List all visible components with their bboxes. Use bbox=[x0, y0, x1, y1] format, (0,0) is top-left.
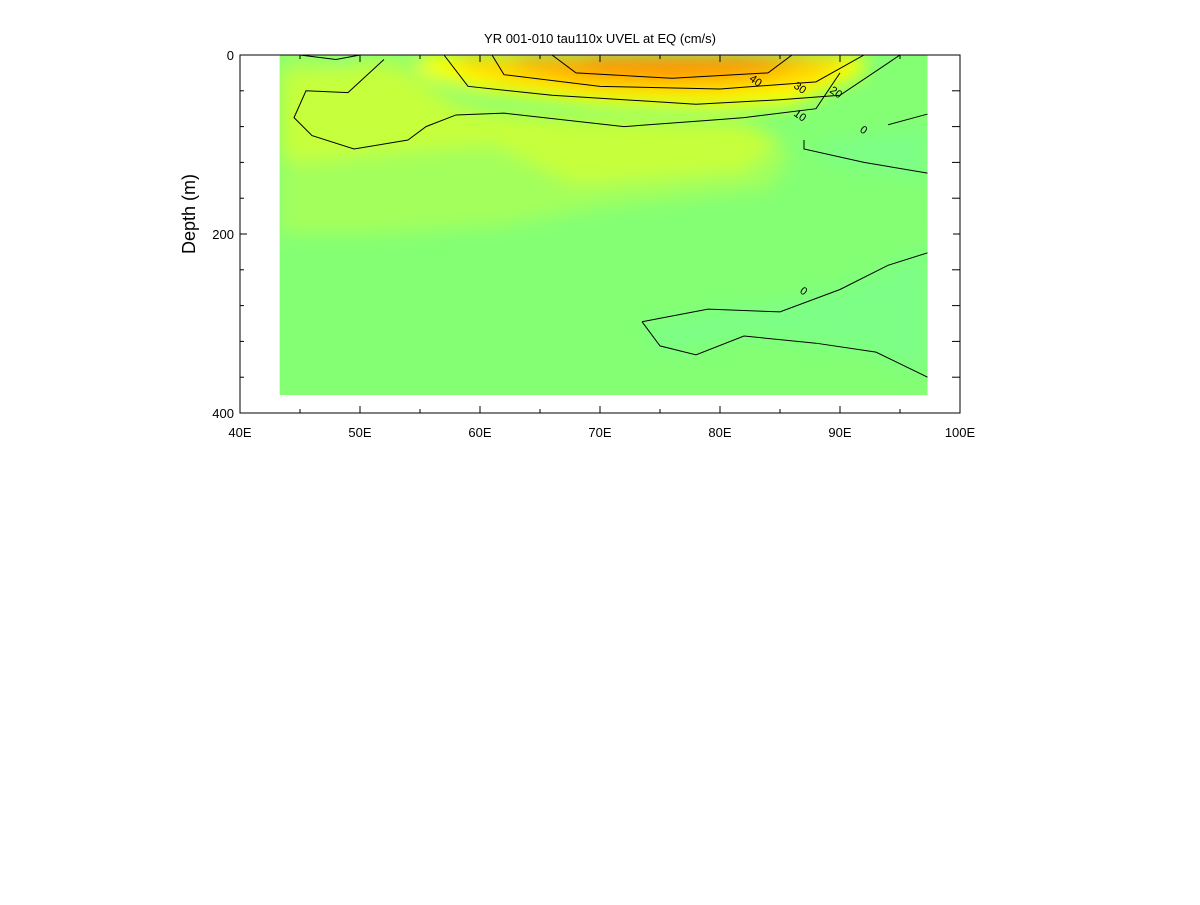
y-tick-label: 0 bbox=[227, 48, 234, 63]
filled-region-8 bbox=[648, 247, 928, 378]
y-tick-label: 400 bbox=[212, 406, 234, 421]
contour-line-1 bbox=[443, 55, 901, 105]
contour-line-3 bbox=[551, 55, 793, 79]
x-tick-label: 90E bbox=[828, 425, 851, 440]
filled-region-1 bbox=[279, 63, 780, 185]
contour-label-0: 10 bbox=[791, 108, 808, 125]
contour-lines bbox=[293, 55, 928, 378]
x-tick-label: 100E bbox=[945, 425, 976, 440]
chart-title: YR 001-010 tau110x UVEL at EQ (cm/s) bbox=[484, 31, 716, 46]
contour-line-6 bbox=[641, 321, 928, 378]
x-tick-label: 80E bbox=[708, 425, 731, 440]
filled-region-6 bbox=[576, 55, 780, 73]
contour-line-8 bbox=[299, 55, 361, 60]
x-tick-label: 60E bbox=[468, 425, 491, 440]
contour-label-2: 30 bbox=[791, 80, 808, 97]
contour-line-0 bbox=[293, 59, 841, 150]
contour-line-4 bbox=[803, 140, 928, 174]
contour-labels: 10 20 30 40 0 0 bbox=[747, 73, 869, 298]
contour-label-3: 40 bbox=[747, 73, 764, 90]
filled-contours bbox=[279, 55, 928, 396]
contour-line-5 bbox=[887, 113, 928, 126]
x-tick-label: 40E bbox=[228, 425, 251, 440]
filled-region-7 bbox=[816, 126, 928, 181]
x-tick-label: 50E bbox=[348, 425, 371, 440]
contour-line-7 bbox=[641, 252, 928, 323]
contour-label-6: 0 bbox=[797, 285, 809, 298]
x-tick-label: 70E bbox=[588, 425, 611, 440]
y-axis-label: Depth (m) bbox=[179, 174, 199, 254]
y-tick-label: 200 bbox=[212, 227, 234, 242]
contour-label-4: 0 bbox=[857, 124, 869, 137]
filled-region-2 bbox=[312, 104, 384, 136]
contour-line-2 bbox=[491, 55, 865, 90]
contour-label-1: 20 bbox=[827, 84, 844, 101]
